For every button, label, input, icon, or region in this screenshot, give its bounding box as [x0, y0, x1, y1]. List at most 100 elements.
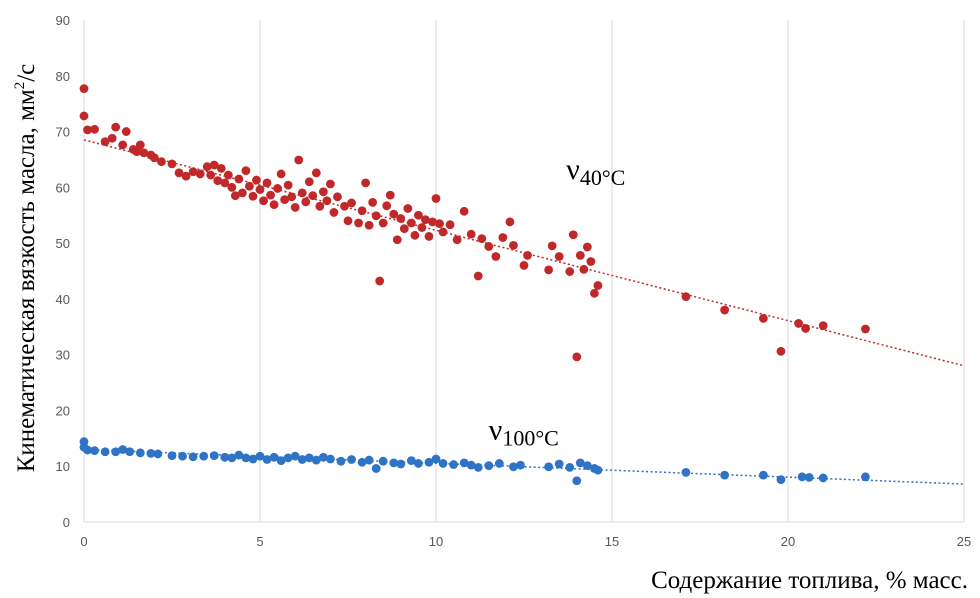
point-v40 — [259, 196, 268, 206]
point-v40 — [403, 204, 413, 213]
point-v40 — [181, 171, 191, 181]
point-v40 — [326, 179, 335, 189]
point-v40 — [364, 220, 374, 230]
point-v40 — [491, 252, 501, 261]
point-v100 — [459, 458, 469, 468]
point-v40 — [202, 162, 212, 172]
point-v40 — [90, 124, 99, 134]
point-v40 — [220, 178, 230, 188]
point-v40 — [428, 217, 437, 227]
y-tick-label: 40 — [56, 292, 70, 307]
point-v100 — [347, 455, 356, 464]
point-v40 — [107, 133, 117, 143]
point-v40 — [421, 215, 430, 225]
point-v40 — [389, 209, 399, 219]
point-v40 — [547, 241, 557, 251]
point-v40 — [301, 197, 311, 207]
point-v40 — [266, 190, 275, 200]
point-v40 — [758, 314, 768, 323]
point-v40 — [318, 187, 328, 197]
point-v40 — [241, 166, 251, 176]
y-tick-label: 10 — [56, 459, 70, 474]
point-v100 — [248, 454, 258, 464]
point-v40 — [801, 324, 810, 333]
point-v40 — [406, 218, 416, 228]
data-points — [79, 84, 870, 486]
point-v40 — [308, 191, 318, 201]
point-v40 — [227, 182, 237, 192]
point-v40 — [121, 127, 131, 136]
point-v40 — [354, 218, 363, 228]
point-v100 — [681, 467, 691, 477]
point-v40 — [554, 252, 564, 261]
point-v100 — [776, 475, 786, 485]
point-v100 — [466, 460, 476, 470]
point-v40 — [297, 188, 307, 198]
point-v100 — [290, 451, 300, 461]
point-v100 — [572, 476, 582, 486]
point-v40 — [167, 159, 177, 169]
point-v100 — [389, 458, 399, 468]
x-tick-label: 0 — [80, 534, 87, 549]
point-v40 — [484, 242, 494, 251]
point-v40 — [273, 184, 282, 193]
point-v100 — [804, 472, 814, 482]
point-v100 — [135, 448, 145, 458]
point-v40 — [505, 217, 515, 227]
point-v40 — [523, 250, 532, 260]
point-v100 — [484, 461, 494, 471]
point-v40 — [361, 178, 370, 188]
vertical-gridlines — [83, 20, 965, 523]
y-axis-title: Кинематическая вязкость масла, мм2/с — [12, 64, 40, 473]
point-v40 — [206, 170, 216, 180]
point-v40 — [368, 197, 378, 207]
point-v100 — [544, 462, 554, 472]
point-v40 — [424, 232, 434, 241]
point-v40 — [132, 147, 142, 157]
point-v40 — [498, 233, 508, 242]
point-v100 — [118, 445, 128, 454]
point-v100 — [554, 459, 564, 469]
point-v100 — [593, 465, 603, 475]
point-v40 — [720, 305, 730, 315]
point-v100 — [414, 459, 423, 468]
point-v100 — [304, 453, 314, 463]
point-v100 — [758, 470, 768, 480]
point-v100 — [199, 451, 209, 461]
point-v100 — [234, 450, 244, 460]
point-v40 — [681, 292, 691, 302]
point-v40 — [311, 168, 321, 178]
x-tick-label: 5 — [256, 534, 263, 549]
point-v100 — [720, 470, 730, 480]
point-v40 — [283, 180, 293, 190]
point-v100 — [178, 451, 187, 461]
y-tick-label: 50 — [56, 236, 70, 251]
point-v100 — [582, 461, 592, 471]
point-v40 — [333, 192, 342, 202]
point-v40 — [79, 84, 89, 94]
point-v40 — [582, 242, 592, 252]
point-v40 — [438, 227, 448, 237]
point-v100 — [449, 460, 458, 469]
point-v40 — [473, 271, 483, 281]
point-v40 — [385, 190, 395, 200]
series-v40-label: ν40°C — [566, 153, 625, 190]
point-v40 — [287, 192, 297, 202]
point-v40 — [188, 167, 198, 177]
point-v40 — [135, 140, 145, 150]
point-v100 — [269, 452, 279, 462]
x-tick-label: 20 — [781, 534, 795, 549]
point-v100 — [262, 455, 272, 464]
trendline-v100 — [83, 448, 965, 485]
y-tick-label: 0 — [63, 515, 70, 530]
point-v100 — [220, 452, 230, 462]
point-v40 — [195, 169, 205, 179]
point-v40 — [213, 176, 223, 186]
point-v40 — [276, 169, 286, 179]
point-v100 — [83, 445, 92, 455]
y-tick-label: 30 — [56, 348, 70, 363]
point-v100 — [357, 457, 367, 467]
trendlines — [83, 139, 965, 485]
point-v40 — [519, 261, 529, 270]
